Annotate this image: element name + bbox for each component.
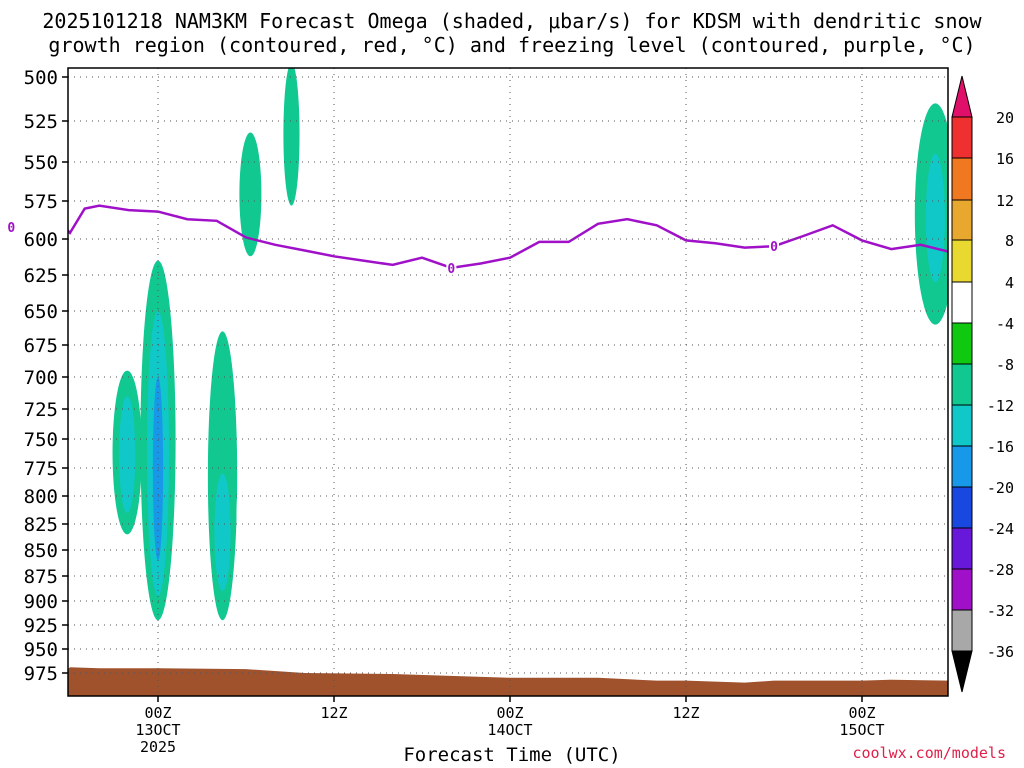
colorbar-label-9: -20 — [987, 479, 1014, 497]
x-tick-label-24-0: 00Z — [496, 704, 523, 722]
y-tick-label-625: 625 — [24, 265, 58, 287]
x-tick-label-12-0: 12Z — [320, 704, 347, 722]
y-tick-label-900: 900 — [24, 591, 58, 613]
colorbar-segment-6 — [951, 363, 973, 406]
omega-feature-13 — [600, 115, 611, 178]
omega-feature-8 — [283, 68, 300, 206]
colorbar-segment-0 — [951, 116, 973, 159]
omega-feature-10 — [925, 153, 945, 283]
credit-link[interactable]: coolwx.com/models — [852, 744, 1006, 762]
omega-feature-12 — [551, 85, 569, 197]
omega-feature-16 — [236, 464, 250, 571]
colorbar-label-8: -16 — [987, 438, 1014, 456]
omega-feature-7 — [239, 132, 262, 257]
x-tick-label-24-1: 14OCT — [487, 721, 532, 739]
colorbar-bottom-arrow — [951, 650, 973, 693]
freezing-level-label-bg-0 — [6, 218, 17, 234]
y-tick-label-575: 575 — [24, 191, 58, 213]
colorbar-segment-2 — [951, 199, 973, 241]
omega-feature-19 — [138, 220, 148, 268]
x-tick-label-0-2: 2025 — [140, 738, 176, 756]
y-tick-label-975: 975 — [24, 663, 58, 685]
colorbar-segment-5 — [951, 322, 973, 365]
y-tick-label-825: 825 — [24, 514, 58, 536]
freezing-level-label-bg-1 — [446, 259, 457, 275]
omega-feature-18 — [897, 279, 920, 365]
omega-feature-15 — [278, 456, 290, 532]
omega-feature-14 — [259, 415, 277, 463]
colorbar-segment-7 — [951, 404, 973, 447]
colorbar-segment-9 — [951, 486, 973, 529]
x-tick-label-48-0: 00Z — [848, 704, 875, 722]
y-tick-label-650: 650 — [24, 301, 58, 323]
colorbar-label-3: 8 — [1005, 232, 1014, 250]
freezing-level-line — [68, 204, 948, 270]
x-tick-label-0-0: 00Z — [144, 704, 171, 722]
x-tick-label-36-0: 12Z — [672, 704, 699, 722]
colorbar-segment-3 — [951, 239, 973, 283]
x-axis-title: Forecast Time (UTC) — [403, 744, 621, 766]
colorbar-label-10: -24 — [987, 520, 1014, 538]
chart-title-line2: growth region (contoured, red, °C) and f… — [48, 33, 976, 57]
freezing-level-label-0: 0 — [7, 221, 15, 236]
x-tick-label-0-1: 13OCT — [135, 721, 180, 739]
y-tick-label-925: 925 — [24, 615, 58, 637]
colorbar-top-arrow — [951, 75, 973, 118]
freezing-level-label-2: 0 — [770, 240, 778, 255]
omega-feature-1 — [119, 396, 136, 513]
omega-feature-4 — [152, 377, 164, 561]
y-tick-label-875: 875 — [24, 566, 58, 588]
freezing-level-label-bg-2 — [769, 238, 779, 254]
omega-feature-6 — [214, 473, 231, 591]
colorbar-segment-11 — [951, 568, 973, 611]
y-tick-label-775: 775 — [24, 458, 58, 480]
chart-title-line1: 2025101218 NAM3KM Forecast Omega (shaded… — [42, 9, 982, 33]
freezing-level-label-1: 0 — [447, 262, 455, 277]
colorbar-label-1: 16 — [996, 150, 1014, 168]
colorbar-label-0: 20 — [996, 109, 1014, 127]
y-tick-label-725: 725 — [24, 399, 58, 421]
y-tick-label-850: 850 — [24, 540, 58, 562]
colorbar-label-5: -4 — [996, 315, 1014, 333]
y-tick-label-700: 700 — [24, 367, 58, 389]
y-tick-label-600: 600 — [24, 229, 58, 251]
colorbar-label-6: -8 — [996, 356, 1014, 374]
colorbar-segment-12 — [951, 609, 973, 652]
surface-terrain — [68, 667, 948, 696]
colorbar-label-2: 12 — [996, 192, 1014, 210]
y-tick-label-550: 550 — [24, 152, 58, 174]
y-tick-label-675: 675 — [24, 335, 58, 357]
colorbar-segment-10 — [951, 527, 973, 570]
y-tick-label-500: 500 — [24, 67, 58, 89]
y-tick-label-800: 800 — [24, 486, 58, 508]
omega-feature-17 — [649, 490, 665, 589]
colorbar-segment-1 — [951, 157, 973, 201]
colorbar-label-7: -12 — [987, 397, 1014, 415]
colorbar-label-12: -32 — [987, 602, 1014, 620]
colorbar-segment-8 — [951, 445, 973, 488]
y-tick-label-950: 950 — [24, 639, 58, 661]
omega-feature-11 — [534, 68, 544, 92]
x-tick-label-48-1: 15OCT — [839, 721, 884, 739]
colorbar-label-13: -36 — [987, 643, 1014, 661]
plot-border — [67, 67, 949, 697]
colorbar-segment-4 — [951, 281, 973, 324]
y-tick-label-525: 525 — [24, 111, 58, 133]
colorbar-label-11: -28 — [987, 561, 1014, 579]
y-tick-label-750: 750 — [24, 429, 58, 451]
colorbar-label-4: 4 — [1005, 274, 1014, 292]
